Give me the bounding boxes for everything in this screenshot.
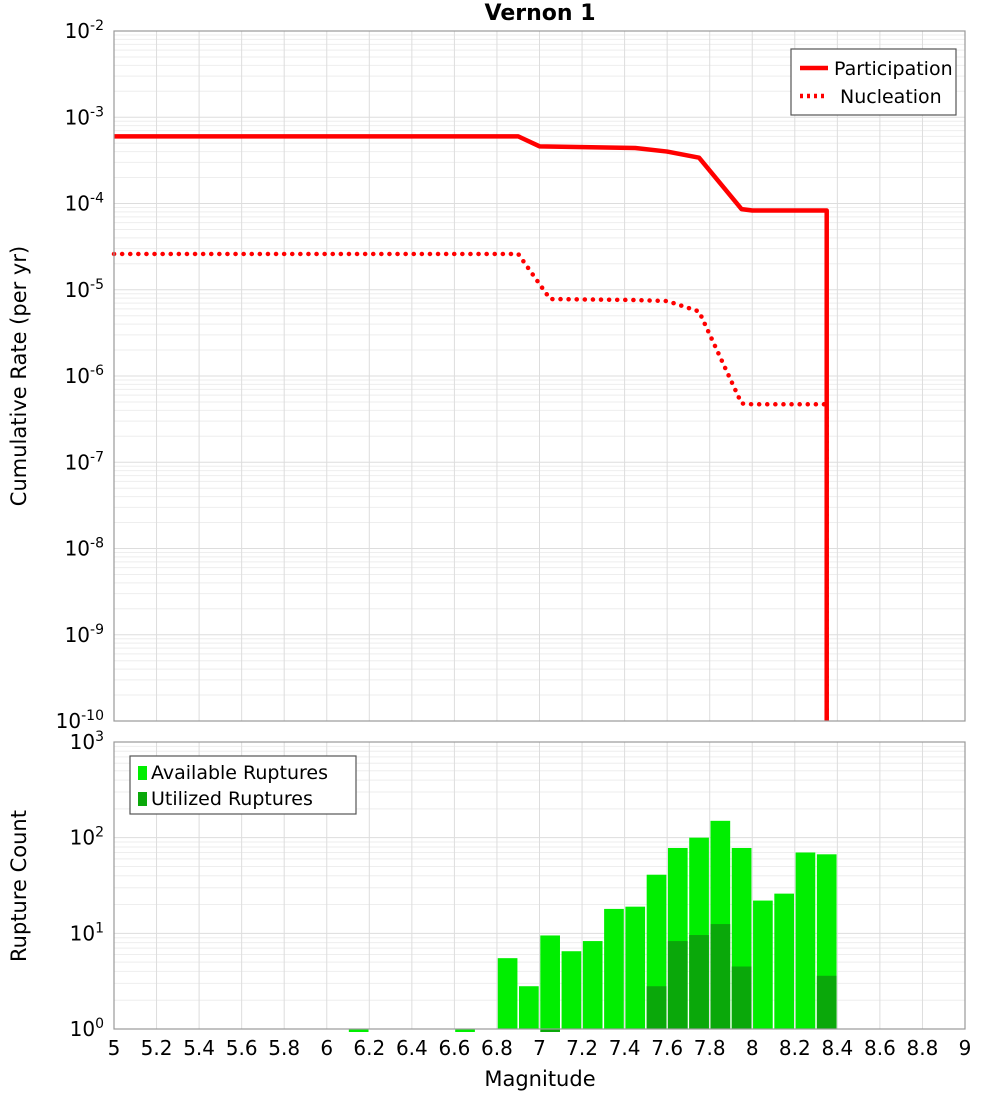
legend-label-utilized-ruptures: Utilized Ruptures <box>151 788 313 810</box>
bottom-plot-x-tick-labels: 5 5.2 5.4 5.6 5.8 6 6.2 6.4 6.6 6.8 7 7.2 7.4 7.6 7.8 8… <box>108 1036 972 1060</box>
utilized-rupture-bar <box>732 967 752 1029</box>
x-tick-10: 7 <box>533 1036 546 1060</box>
available-rupture-bar <box>519 986 539 1029</box>
utilized-rupture-bar <box>711 924 731 1029</box>
available-rupture-bar <box>562 951 582 1029</box>
available-ruptures-swatch <box>138 766 147 780</box>
top-plot-y-axis-label: Cumulative Rate (per yr) <box>7 246 31 506</box>
x-tick-17: 8.4 <box>821 1036 853 1060</box>
page-title: Vernon 1 <box>485 1 596 26</box>
available-rupture-bar <box>604 909 624 1029</box>
utilized-rupture-bar <box>817 976 837 1029</box>
x-tick-20: 9 <box>959 1036 972 1060</box>
bottom-plot-y-axis-label: Rupture Count <box>7 810 31 962</box>
top-y-tick-4: 10-6 <box>65 363 105 388</box>
bottom-y-tick-0: 100 <box>70 1016 104 1041</box>
x-tick-9: 6.8 <box>481 1036 513 1060</box>
utilized-rupture-bar <box>647 986 667 1029</box>
available-rupture-bar <box>540 935 560 1029</box>
x-tick-11: 7.2 <box>566 1036 598 1060</box>
x-tick-14: 7.8 <box>694 1036 726 1060</box>
x-tick-3: 5.6 <box>226 1036 258 1060</box>
available-rupture-bar <box>753 901 773 1029</box>
x-tick-16: 8.2 <box>779 1036 811 1060</box>
top-y-tick-7: 10-9 <box>65 622 104 647</box>
x-tick-8: 6.6 <box>438 1036 470 1060</box>
top-plot-group: 10-210-310-410-510-610-710-810-910-10 Ve… <box>7 1 965 733</box>
x-tick-5: 6 <box>320 1036 333 1060</box>
top-plot-legend[interactable]: Participation Nucleation <box>791 49 956 115</box>
top-y-tick-6: 10-8 <box>65 536 104 561</box>
top-y-tick-1: 10-3 <box>65 104 104 129</box>
x-tick-7: 6.4 <box>396 1036 428 1060</box>
figure-canvas: 10-210-310-410-510-610-710-810-910-10 Ve… <box>0 0 1000 1100</box>
bottom-plot-legend[interactable]: Available Ruptures Utilized Ruptures <box>130 756 356 814</box>
available-rupture-bar <box>625 907 645 1029</box>
legend-label-available-ruptures: Available Ruptures <box>151 762 328 784</box>
x-tick-13: 7.6 <box>651 1036 683 1060</box>
utilized-rupture-bar <box>668 941 688 1029</box>
x-tick-1: 5.2 <box>141 1036 173 1060</box>
x-tick-18: 8.6 <box>864 1036 896 1060</box>
bottom-y-tick-3: 103 <box>70 729 104 754</box>
available-rupture-bar <box>583 941 603 1029</box>
top-y-tick-3: 10-5 <box>65 277 104 302</box>
top-y-tick-5: 10-7 <box>65 449 104 474</box>
bottom-y-tick-2: 102 <box>70 825 104 850</box>
utilized-ruptures-swatch <box>138 792 147 806</box>
top-plot-y-tick-labels: 10-210-310-410-510-610-710-810-910-10 <box>56 18 104 733</box>
top-y-tick-0: 10-2 <box>65 18 104 43</box>
top-y-tick-2: 10-4 <box>65 191 105 216</box>
x-tick-15: 8 <box>746 1036 759 1060</box>
legend-label-nucleation: Nucleation <box>840 86 942 108</box>
available-rupture-bar <box>498 958 518 1029</box>
x-tick-12: 7.4 <box>609 1036 641 1060</box>
legend-label-participation: Participation <box>834 58 953 80</box>
x-tick-2: 5.4 <box>183 1036 215 1060</box>
x-tick-19: 8.8 <box>907 1036 939 1060</box>
utilized-rupture-bar <box>689 935 709 1029</box>
x-tick-6: 6.2 <box>353 1036 385 1060</box>
x-tick-0: 5 <box>108 1036 121 1060</box>
available-rupture-bar <box>796 852 816 1029</box>
bottom-y-tick-1: 101 <box>70 920 104 945</box>
bottom-plot-x-axis-label: Magnitude <box>484 1067 595 1091</box>
bottom-plot-group: 100 101 102 103 5 5.2 5.4 5.6 5.8 6 6.2 6.4 6.6 6.8 7… <box>7 729 971 1091</box>
x-tick-4: 5.8 <box>268 1036 300 1060</box>
bottom-plot-y-tick-labels: 100 101 102 103 <box>70 729 104 1041</box>
available-rupture-bar <box>774 894 794 1029</box>
